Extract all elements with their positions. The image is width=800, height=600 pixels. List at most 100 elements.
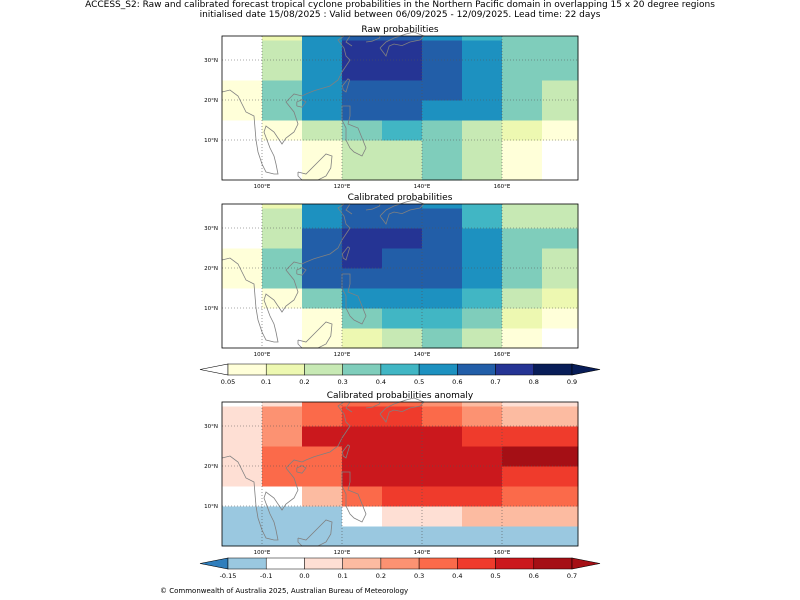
colorbar-tick-label: 0.6	[452, 378, 462, 386]
heatmap-cell	[262, 208, 303, 229]
heatmap-cell	[222, 446, 263, 467]
heatmap-cell	[342, 204, 383, 209]
heatmap-cell	[222, 308, 263, 329]
heatmap-cell	[422, 228, 463, 249]
heatmap-cell	[382, 426, 423, 447]
colorbar-segment	[265, 557, 305, 570]
heatmap-cell	[542, 486, 579, 507]
heatmap-cell	[542, 446, 579, 467]
heatmap-cell	[382, 506, 423, 527]
colorbar-tick-label: 0.0	[299, 572, 309, 580]
coastline-path	[297, 153, 333, 181]
heatmap-cell	[542, 406, 579, 427]
heatmap-cell	[422, 60, 463, 81]
heatmap-cell	[342, 140, 383, 161]
heatmap-cell	[422, 426, 463, 447]
heatmap-cell	[262, 204, 303, 209]
colorbar-segment	[265, 363, 305, 376]
colorbar-extend-low	[199, 363, 229, 376]
heatmap-cell	[262, 288, 303, 309]
heatmap-cell	[542, 120, 579, 141]
heatmap-cell	[262, 248, 303, 269]
heatmap-cell	[462, 328, 503, 349]
heatmap-cell	[222, 80, 263, 101]
map-panel-3: Calibrated probabilities anomaly 100°E 120…	[204, 391, 579, 556]
colorbar-tick-label: 0.8	[529, 378, 539, 386]
heatmap-cell	[422, 526, 463, 547]
coastline-path	[365, 35, 381, 43]
heatmap-cell	[542, 100, 579, 121]
coastline-path	[341, 246, 351, 261]
panel-title: Calibrated probabilities anomaly	[327, 391, 474, 401]
heatmap-cell	[422, 80, 463, 101]
heatmap-cell	[222, 100, 263, 121]
coastline-path	[341, 78, 351, 93]
heatmap-cell	[342, 426, 383, 447]
coastline-path	[365, 203, 381, 211]
heatmap-cell	[342, 526, 383, 547]
heatmap-cell	[222, 208, 263, 229]
heatmap-cell	[222, 204, 263, 209]
coastline-path	[296, 267, 307, 276]
heatmap-cell	[502, 60, 543, 81]
heatmap-cell	[502, 328, 543, 349]
heatmap-cell	[222, 36, 263, 41]
heatmap-cell	[502, 100, 543, 121]
heatmap-cell	[462, 228, 503, 249]
heatmap-cell	[422, 402, 463, 407]
heatmap-cell	[462, 308, 503, 329]
colorbar-tick-label: 0.2	[299, 378, 309, 386]
colorbar-segment	[495, 363, 535, 376]
heatmap-cell	[462, 526, 503, 547]
heatmap-cell	[342, 308, 383, 329]
heatmap-cell	[342, 328, 383, 349]
heatmap-cell	[382, 228, 423, 249]
heatmap-cell	[502, 466, 543, 487]
lat-tick-label: 30°N	[204, 424, 218, 430]
heatmap-cell	[262, 406, 303, 427]
coastline	[221, 397, 425, 547]
heatmap-cell	[422, 204, 463, 209]
heatmap-cell	[382, 308, 423, 329]
heatmap-cell	[262, 466, 303, 487]
heatmap-cell	[462, 36, 503, 41]
colorbar-tick-label: 0.5	[490, 572, 500, 580]
heatmap-cell	[462, 204, 503, 209]
heatmap-cell	[422, 160, 463, 181]
coastline-path	[297, 321, 333, 349]
heatmap-cell	[422, 40, 463, 61]
heatmap-cell	[382, 446, 423, 467]
colorbar-segment	[380, 557, 420, 570]
heatmap-cell	[342, 248, 383, 269]
heatmap-cell	[542, 248, 579, 269]
lat-tick-label: 30°N	[204, 226, 218, 232]
lon-tick-label: 100°E	[254, 550, 271, 556]
heatmap-cell	[382, 268, 423, 289]
heatmap-cell	[302, 328, 343, 349]
heatmap-cell	[342, 60, 383, 81]
heatmap-cell	[342, 506, 383, 527]
colorbar-segment	[418, 557, 458, 570]
heatmap-cell	[422, 506, 463, 527]
heatmap-cell	[222, 40, 263, 61]
heatmap-cell	[422, 100, 463, 121]
colorbar-segment	[380, 363, 420, 376]
panel-title: Calibrated probabilities	[348, 193, 453, 203]
heatmap-cell	[462, 208, 503, 229]
lat-tick-label: 30°N	[204, 58, 218, 64]
heatmap-cell	[542, 308, 579, 329]
heatmap-cell	[302, 208, 343, 229]
colorbar-2: -0.15 -0.1 0.0 0.1 0.2 0.3 0.4 0.5 0.6 0.7	[199, 557, 601, 580]
colorbar-tick-label: -0.15	[220, 572, 237, 580]
heatmap-cell	[222, 268, 263, 289]
lon-tick-label: 140°E	[414, 184, 431, 190]
heatmap-cell	[342, 486, 383, 507]
heatmap-cell	[222, 228, 263, 249]
coastline-path	[221, 35, 353, 175]
lon-tick-label: 120°E	[334, 550, 351, 556]
coastline-path	[221, 203, 353, 343]
heatmap-cell	[302, 120, 343, 141]
heatmap-cell	[382, 204, 423, 209]
heatmap-cell	[262, 308, 303, 329]
heatmap-cell	[342, 402, 383, 407]
